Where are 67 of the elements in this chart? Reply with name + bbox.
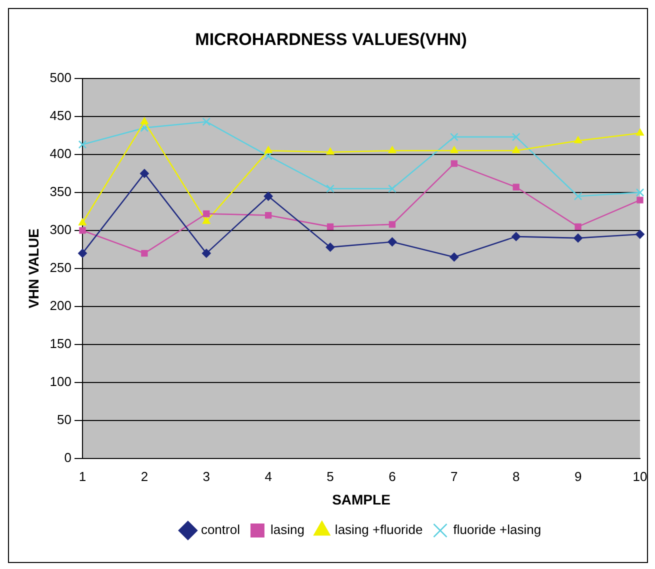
y-tick-label: 150 [50, 336, 72, 352]
point [388, 184, 396, 193]
point [636, 196, 644, 204]
y-tick-label: 400 [50, 146, 72, 162]
point [574, 234, 583, 243]
point [140, 124, 149, 132]
point [203, 210, 210, 218]
point [140, 117, 148, 124]
point [388, 221, 396, 228]
point [326, 223, 334, 230]
point [326, 148, 334, 155]
point [512, 132, 520, 142]
point [202, 118, 211, 126]
legend-label: lasing +fluoride [334, 522, 423, 538]
y-tick-label: 500 [50, 70, 72, 85]
point [450, 252, 459, 262]
point [202, 216, 210, 224]
x-tick-label: 6 [388, 468, 396, 484]
point [636, 188, 644, 197]
point [636, 230, 644, 239]
y-tick-label: 250 [50, 260, 72, 276]
point [79, 227, 86, 234]
point [450, 146, 458, 154]
point [265, 212, 272, 219]
point [450, 132, 458, 142]
point [78, 140, 87, 149]
point [636, 128, 644, 136]
y-tick-label: 0 [64, 450, 72, 466]
point [141, 250, 148, 257]
x-tick-label: 5 [326, 468, 334, 484]
y-tick-label: 300 [50, 222, 72, 238]
point [326, 184, 334, 193]
x-tick-label: 9 [574, 468, 582, 484]
point [574, 136, 582, 144]
point [78, 218, 86, 226]
x-tick-label: 7 [450, 468, 458, 484]
y-tick-label: 100 [50, 374, 72, 390]
point [388, 146, 396, 154]
x-axis-title: SAMPLE [332, 491, 390, 508]
legend-label: fluoride +lasing [453, 522, 542, 538]
point [574, 192, 582, 200]
legend-label: control [200, 522, 240, 538]
x-tick-label: 3 [202, 468, 210, 484]
point [326, 242, 335, 252]
point [450, 160, 458, 167]
point [512, 232, 521, 242]
y-tick-label: 200 [50, 298, 72, 314]
point [574, 223, 582, 230]
y-tick-label: 50 [57, 412, 72, 428]
x-tick-label: 2 [140, 468, 148, 484]
point [264, 192, 273, 201]
x-tick-label: 4 [264, 468, 272, 484]
point [512, 146, 520, 154]
y-tick-label: 450 [50, 108, 72, 123]
x-tick-label: 8 [512, 468, 520, 484]
point [78, 248, 87, 258]
point [202, 248, 211, 258]
y-tick-label: 350 [50, 184, 72, 200]
legend-label: lasing [270, 522, 304, 538]
chart-title: MICROHARDNESS VALUES(VHN) [195, 30, 467, 49]
point [264, 146, 272, 154]
x-tick-label: 10 [632, 468, 648, 484]
x-tick-label: 1 [78, 468, 86, 484]
point [512, 184, 520, 190]
y-axis-title: VHN VALUE [25, 228, 42, 308]
point [140, 168, 149, 178]
point [388, 237, 397, 246]
